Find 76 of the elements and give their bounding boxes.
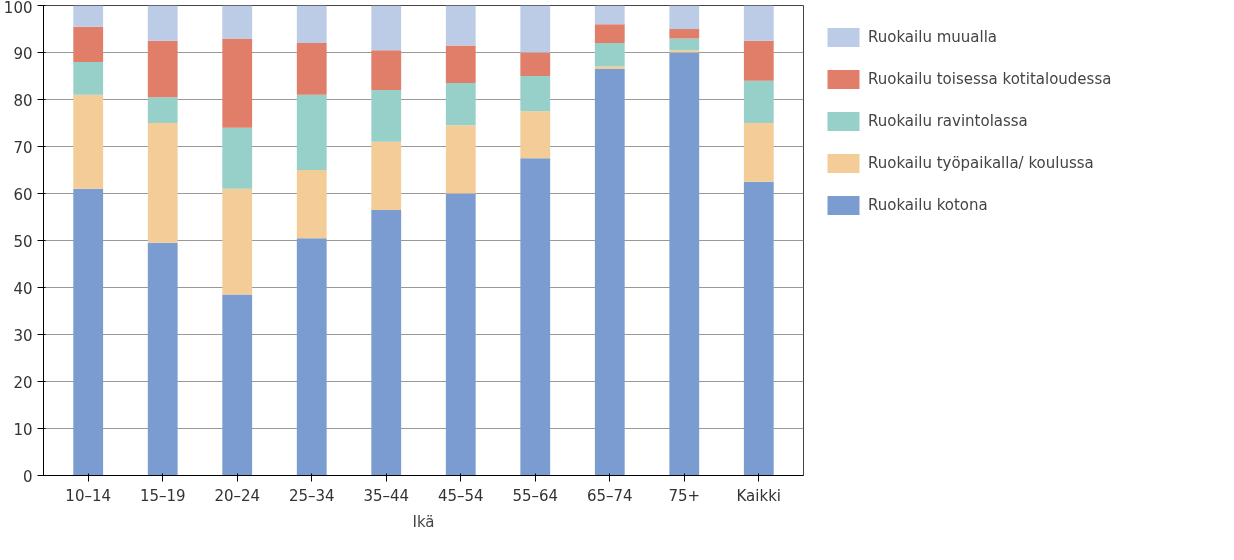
y-tick-label: 80	[13, 91, 33, 110]
y-tick-label: 50	[13, 232, 33, 251]
bar	[445, 125, 476, 194]
bar	[296, 170, 327, 239]
legend-label: Ruokailu toisessa kotitaloudessa	[868, 70, 1112, 88]
bar	[594, 43, 625, 67]
bar	[222, 188, 253, 295]
bar	[73, 5, 104, 27]
bar	[371, 209, 402, 476]
bar	[669, 52, 700, 476]
bar	[445, 193, 476, 476]
bar	[520, 5, 551, 53]
bar	[594, 5, 625, 25]
bar	[296, 238, 327, 476]
bar	[594, 68, 625, 476]
bar	[743, 80, 774, 123]
bar	[73, 188, 104, 476]
y-tick-label: 60	[13, 185, 33, 204]
legend-label: Ruokailu työpaikalla/ koulussa	[868, 154, 1094, 172]
bar	[743, 40, 774, 81]
x-tick-label: 15–19	[139, 486, 186, 505]
bar	[73, 26, 104, 62]
bar	[669, 29, 700, 39]
bar	[669, 50, 700, 53]
x-tick-label: Kaikki	[736, 486, 782, 505]
legend-label: Ruokailu kotona	[868, 196, 988, 214]
bar	[371, 50, 402, 91]
y-tick-label: 20	[13, 373, 33, 392]
bar	[222, 5, 253, 39]
bar	[371, 141, 402, 210]
bar	[73, 61, 104, 95]
bar	[296, 94, 327, 170]
bar	[147, 123, 178, 243]
bar	[520, 52, 551, 76]
bar	[445, 83, 476, 126]
bar	[743, 5, 774, 41]
y-tick-label: 70	[13, 138, 33, 157]
y-tick-label: 0	[22, 467, 33, 486]
x-tick-label: 20–24	[214, 486, 261, 505]
bar	[147, 5, 178, 41]
x-tick-label: 35–44	[363, 486, 410, 505]
bar	[445, 5, 476, 46]
x-axis-title: Ikä	[412, 512, 435, 531]
bar	[669, 5, 700, 29]
x-tick-label: 25–34	[288, 486, 335, 505]
y-tick-label: 10	[13, 420, 33, 439]
bar	[222, 38, 253, 128]
bar	[371, 90, 402, 142]
bar	[222, 127, 253, 189]
bar	[520, 158, 551, 476]
x-tick-label: 55–64	[512, 486, 559, 505]
bar	[371, 5, 402, 51]
bar	[520, 111, 551, 159]
bar	[296, 5, 327, 44]
x-tick-label: 65–74	[586, 486, 633, 505]
x-tick-label: 10–14	[65, 486, 112, 505]
bar	[147, 97, 178, 123]
y-tick-label: 30	[13, 326, 33, 345]
x-tick-label: 75+	[668, 486, 701, 505]
y-tick-label: 100	[3, 0, 33, 17]
bar	[669, 38, 700, 51]
x-tick-label: 45–54	[437, 486, 484, 505]
bar	[73, 94, 104, 189]
bar	[743, 123, 774, 182]
legend-label: Ruokailu ravintolassa	[868, 112, 1028, 130]
legend-label: Ruokailu muualla	[868, 28, 998, 46]
bar	[594, 24, 625, 44]
bar	[296, 43, 327, 95]
y-tick-label: 90	[13, 44, 33, 63]
bar	[743, 181, 774, 476]
bar	[520, 76, 551, 112]
y-tick-label: 40	[13, 279, 33, 298]
bar	[147, 40, 178, 98]
bar	[445, 45, 476, 84]
bar	[222, 294, 253, 476]
bar	[147, 242, 178, 476]
